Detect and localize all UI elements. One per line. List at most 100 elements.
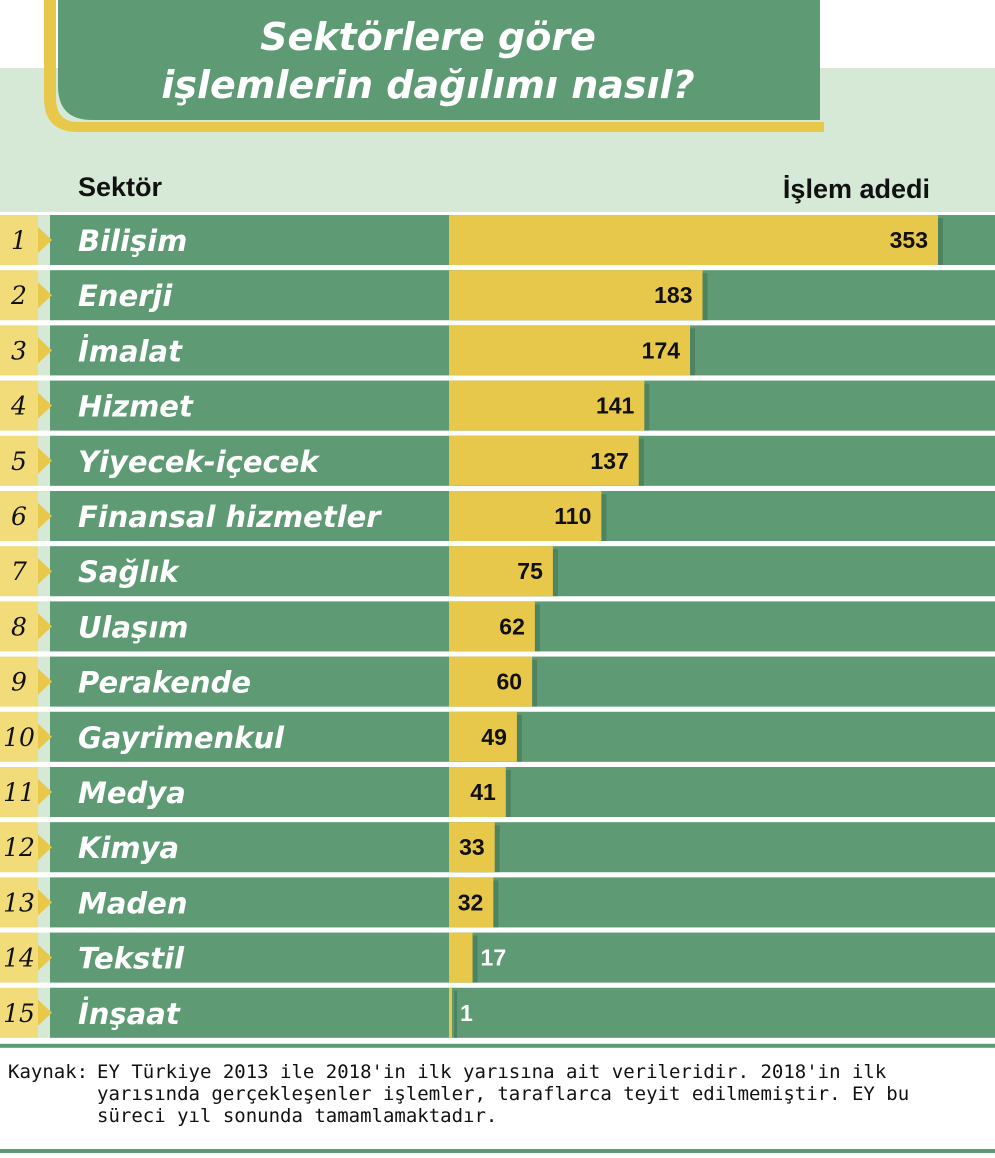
rank-cell [0, 877, 38, 928]
rank-label: 9 [11, 668, 27, 697]
rank-arrow-icon [38, 337, 52, 364]
rank-cell [0, 767, 38, 817]
value-label: 183 [654, 282, 692, 308]
category-label: Enerji [78, 279, 173, 313]
value-label: 75 [517, 558, 543, 584]
row-background [50, 822, 995, 873]
bar-shadow [454, 990, 457, 1038]
rank-cell [0, 491, 38, 541]
bottom-rule [0, 1149, 995, 1153]
rank-label: 11 [3, 778, 35, 807]
row-background [50, 932, 995, 983]
rank-arrow-icon [38, 558, 52, 585]
rank-arrow-icon [38, 613, 52, 640]
bar [449, 656, 533, 707]
rank-label: 6 [11, 502, 27, 531]
value-label: 353 [890, 227, 928, 253]
value-label: 62 [499, 613, 525, 639]
value-label: 41 [470, 779, 496, 805]
rank-label: 5 [11, 447, 27, 476]
value-label: 17 [481, 945, 507, 971]
row-background [50, 987, 995, 1038]
row-background [50, 767, 995, 817]
bar [449, 822, 495, 873]
rank-label: 14 [3, 944, 35, 973]
category-header: Sektör [78, 172, 163, 202]
rank-cell [0, 932, 38, 983]
rank-arrow-icon [38, 779, 52, 805]
bar [449, 380, 645, 431]
rank-arrow-icon [38, 447, 52, 474]
value-label: 1 [460, 1000, 473, 1026]
bar [449, 767, 506, 817]
rank-arrow-icon [38, 503, 52, 529]
rank-cell [0, 270, 38, 321]
bar [449, 601, 535, 652]
rank-arrow-icon [38, 834, 52, 861]
rank-arrow-icon [38, 668, 52, 695]
value-label: 32 [458, 889, 484, 915]
rank-label: 1 [11, 226, 27, 255]
rank-label: 10 [3, 723, 35, 752]
bar [449, 546, 553, 597]
bar [449, 711, 517, 762]
category-label: Kimya [78, 831, 179, 865]
rank-label: 15 [3, 999, 35, 1028]
bar [449, 491, 602, 541]
source-label: Kaynak: [8, 1061, 89, 1083]
category-label: İmalat [78, 334, 183, 368]
bar [449, 987, 452, 1038]
value-label: 137 [590, 448, 628, 474]
rank-arrow-icon [38, 944, 52, 971]
chart-title-line-1: Sektörlere göre [260, 15, 596, 59]
rank-label: 4 [10, 392, 27, 421]
rank-cell [0, 987, 38, 1038]
rank-cell [0, 380, 38, 431]
rank-cell [0, 215, 38, 265]
value-header: İşlem adedi [783, 174, 930, 204]
rank-cell [0, 546, 38, 597]
value-label: 141 [596, 393, 635, 419]
rank-arrow-icon [38, 999, 52, 1026]
rank-label: 8 [11, 612, 27, 641]
row-background [50, 711, 995, 762]
bar [449, 215, 938, 265]
bar [449, 325, 691, 376]
category-label: Hizmet [78, 390, 194, 424]
rank-cell [0, 711, 38, 762]
source-text: EY Türkiye 2013 ile 2018'in ilk yarısına… [97, 1061, 910, 1127]
category-label: Yiyecek-içecek [78, 445, 320, 479]
rank-cell [0, 601, 38, 652]
rank-arrow-icon [38, 392, 52, 419]
rank-cell [0, 822, 38, 873]
bar [449, 435, 639, 486]
value-label: 110 [554, 503, 591, 529]
rank-arrow-icon [38, 227, 52, 253]
category-label: Ulaşım [78, 610, 188, 644]
category-label: Gayrimenkul [78, 721, 285, 755]
chart-title-line-2: işlemlerin dağılımı nasıl? [161, 63, 694, 107]
rank-cell [0, 325, 38, 376]
divider-line [0, 1043, 995, 1048]
category-label: Bilişim [78, 224, 187, 258]
value-label: 174 [642, 337, 681, 363]
title-box [58, 0, 820, 120]
category-label: İnşaat [78, 997, 181, 1031]
row-background [50, 877, 995, 928]
rank-cell [0, 435, 38, 486]
rank-label: 2 [10, 281, 27, 310]
bar [449, 270, 703, 321]
bar [449, 932, 473, 983]
category-label: Tekstil [78, 942, 185, 976]
rank-cell [0, 656, 38, 707]
rank-label: 12 [3, 833, 35, 862]
rank-label: 13 [3, 888, 35, 917]
category-label: Perakende [78, 666, 251, 700]
rank-label: 3 [11, 336, 27, 365]
value-label: 60 [497, 669, 523, 695]
rank-arrow-icon [38, 889, 52, 916]
value-label: 49 [481, 724, 507, 750]
rank-arrow-icon [38, 282, 52, 309]
